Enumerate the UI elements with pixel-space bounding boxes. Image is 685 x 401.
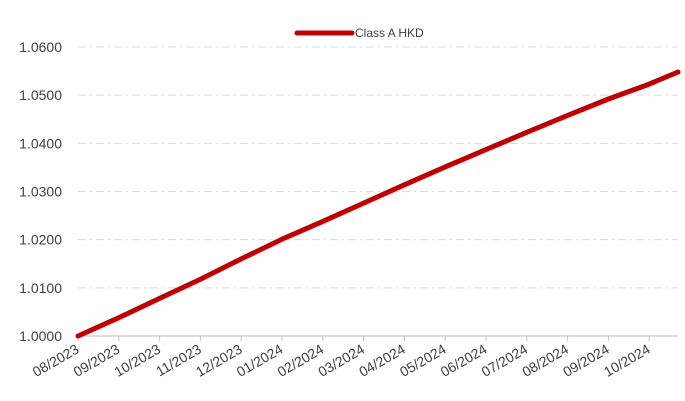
x-tick-label: 06/2024 [438,341,490,380]
x-tick-label: 08/2023 [30,341,82,380]
y-tick-label: 1.0300 [19,184,62,200]
y-tick-label: 1.0500 [19,87,62,103]
x-tick-label: 04/2024 [356,341,408,380]
x-axis [77,335,678,341]
x-tick-label: 09/2023 [70,341,122,380]
y-tick-label: 1.0100 [19,280,62,296]
x-tick-label: 08/2024 [519,341,571,380]
legend-label: Class A HKD [355,26,424,40]
legend: Class A HKD [294,26,424,40]
x-tick-label: 10/2024 [601,341,653,380]
y-tick-label: 1.0000 [19,328,62,344]
x-tick-label: 02/2024 [274,341,326,380]
series-line-class-a-hkd [75,69,681,339]
x-tick-label: 07/2024 [478,341,530,380]
x-tick-label: 03/2024 [315,341,367,380]
x-tick-label: 05/2024 [397,341,449,380]
y-tick-label: 1.0200 [19,232,62,248]
x-axis-labels: 08/202309/202310/202311/202312/202301/20… [30,341,653,380]
x-tick-label: 10/2023 [111,341,163,380]
gridlines [78,46,678,289]
y-tick-label: 1.0400 [19,135,62,151]
x-tick-label: 01/2024 [234,341,286,380]
series-lines [75,69,681,339]
x-tick-label: 09/2024 [560,341,612,380]
y-axis-labels: 1.0000 1.0100 1.0200 1.0300 1.0400 1.0500 1.06… [19,39,62,344]
y-tick-label: 1.0600 [19,39,62,55]
x-tick-label: 12/2023 [193,341,245,380]
